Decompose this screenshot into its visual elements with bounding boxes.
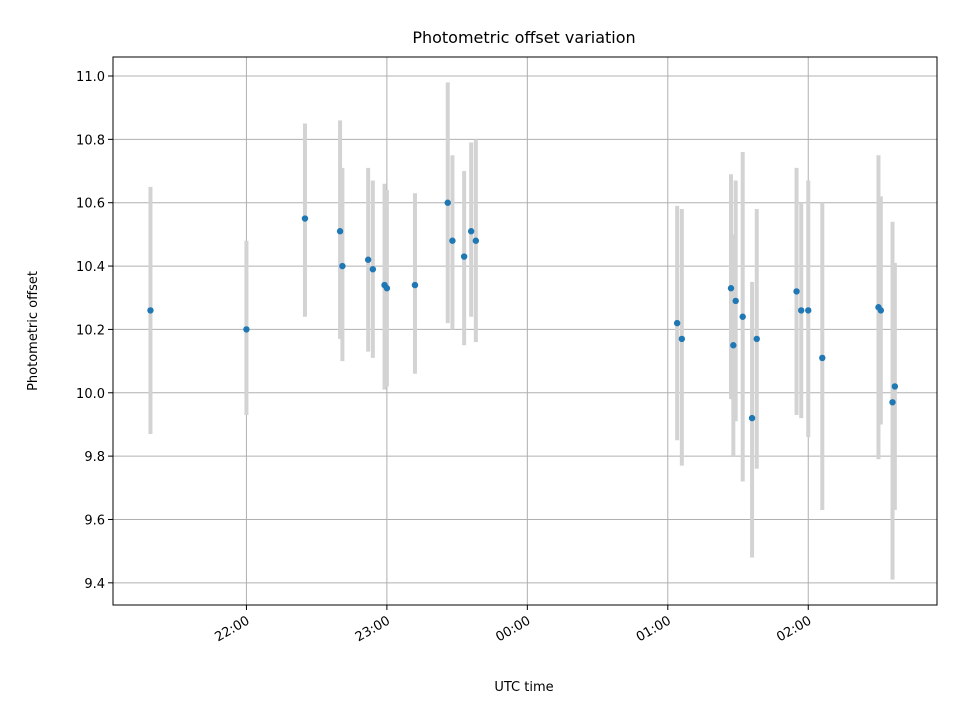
data-point	[301, 215, 309, 222]
y-tick-label: 10.4	[76, 260, 105, 275]
data-point	[889, 399, 896, 406]
data-point	[805, 307, 812, 314]
x-tick-label: 00:00	[493, 613, 533, 645]
data-point	[383, 285, 391, 292]
data-point	[449, 237, 456, 244]
data-point	[739, 313, 746, 320]
chart-title: Photometric offset variation	[412, 28, 635, 47]
y-tick-label: 11.0	[76, 70, 105, 85]
data-point	[467, 228, 475, 235]
x-axis-label: UTC time	[494, 680, 553, 695]
data-point	[369, 266, 377, 273]
data-point	[147, 307, 154, 314]
data-point	[730, 342, 737, 349]
x-tick-label: 23:00	[353, 613, 393, 645]
y-tick-label: 10.0	[76, 387, 105, 402]
y-tick-label: 10.2	[76, 323, 105, 338]
data-point	[753, 335, 760, 343]
x-tick-label: 22:00	[212, 613, 252, 645]
error-bars	[148, 82, 897, 580]
data-points	[147, 199, 899, 422]
data-point	[891, 383, 899, 390]
y-axis-ticks: 9.4 9.6 9.8 10.0 10.2 10.4 10.6 10.8 11.0	[76, 70, 113, 592]
data-point	[678, 335, 686, 343]
data-point	[339, 262, 346, 270]
y-tick-label: 9.8	[84, 450, 105, 465]
data-point	[748, 414, 756, 422]
x-axis-ticks: 22:00 23:00 00:00 01:00 02:00	[212, 605, 814, 645]
data-point	[460, 253, 468, 260]
data-point	[364, 256, 372, 263]
data-point	[798, 307, 805, 314]
grid	[113, 57, 937, 605]
data-point	[727, 285, 735, 292]
y-axis-label: Photometric offset	[26, 271, 41, 391]
data-point	[336, 228, 344, 235]
data-point	[673, 319, 681, 327]
plot-frame	[112, 56, 938, 606]
data-point	[793, 288, 800, 295]
x-tick-label: 02:00	[774, 613, 814, 645]
y-tick-label: 9.6	[84, 513, 105, 528]
data-point	[819, 354, 826, 362]
y-tick-label: 10.8	[76, 133, 105, 148]
data-point	[411, 281, 419, 289]
y-tick-label: 10.6	[76, 197, 105, 212]
data-point	[444, 199, 451, 206]
data-point	[877, 307, 885, 314]
y-tick-label: 9.4	[84, 577, 105, 592]
data-point	[243, 326, 250, 333]
data-point	[732, 297, 739, 305]
data-point	[472, 237, 480, 244]
x-tick-label: 01:00	[634, 613, 674, 645]
